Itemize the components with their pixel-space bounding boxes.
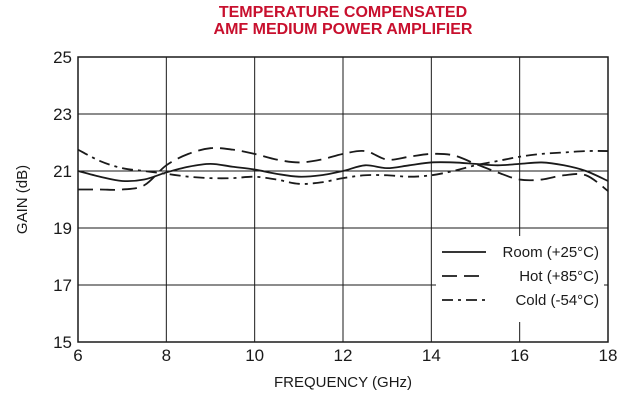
- x-tick-label: 8: [162, 346, 171, 365]
- legend-label-hot: Hot (+85°C): [519, 268, 599, 285]
- y-tick-label: 17: [53, 276, 72, 295]
- legend-label-room: Room (+25°C): [503, 244, 599, 261]
- series-lines: [77, 147, 609, 192]
- x-axis-label: FREQUENCY (GHz): [274, 374, 412, 391]
- y-tick-label: 21: [53, 162, 72, 181]
- x-tick-label: 16: [510, 346, 529, 365]
- y-tick-label: 15: [53, 333, 72, 352]
- chart-title: TEMPERATURE COMPENSATED AMF MEDIUM POWER…: [78, 4, 608, 38]
- legend-label-cold: Cold (-54°C): [515, 292, 599, 309]
- chart-title-line-1: TEMPERATURE COMPENSATED: [218, 4, 468, 21]
- x-tick-label: 12: [334, 346, 353, 365]
- legend-box: [436, 236, 604, 322]
- series-line-room: [77, 161, 609, 183]
- series-line-hot: [77, 147, 609, 192]
- y-tick-label: 23: [53, 105, 72, 124]
- y-tick-label: 19: [53, 219, 72, 238]
- series-line-cold: [77, 148, 609, 185]
- x-tick-label: 14: [422, 346, 441, 365]
- x-tick-label: 6: [73, 346, 82, 365]
- y-tick-label: 25: [53, 48, 72, 67]
- chart-title-line-2: AMF MEDIUM POWER AMPLIFIER: [213, 21, 473, 38]
- legend: Room (+25°C) Hot (+85°C) Cold (-54°C): [436, 236, 604, 322]
- x-tick-label: 10: [245, 346, 264, 365]
- tick-labels: 6 8 10 12 14 16 18 15 17 19 21 23 25: [53, 48, 617, 365]
- x-tick-label: 18: [599, 346, 618, 365]
- plot-frame: [77, 56, 609, 343]
- y-axis-label: GAIN (dB): [14, 165, 31, 234]
